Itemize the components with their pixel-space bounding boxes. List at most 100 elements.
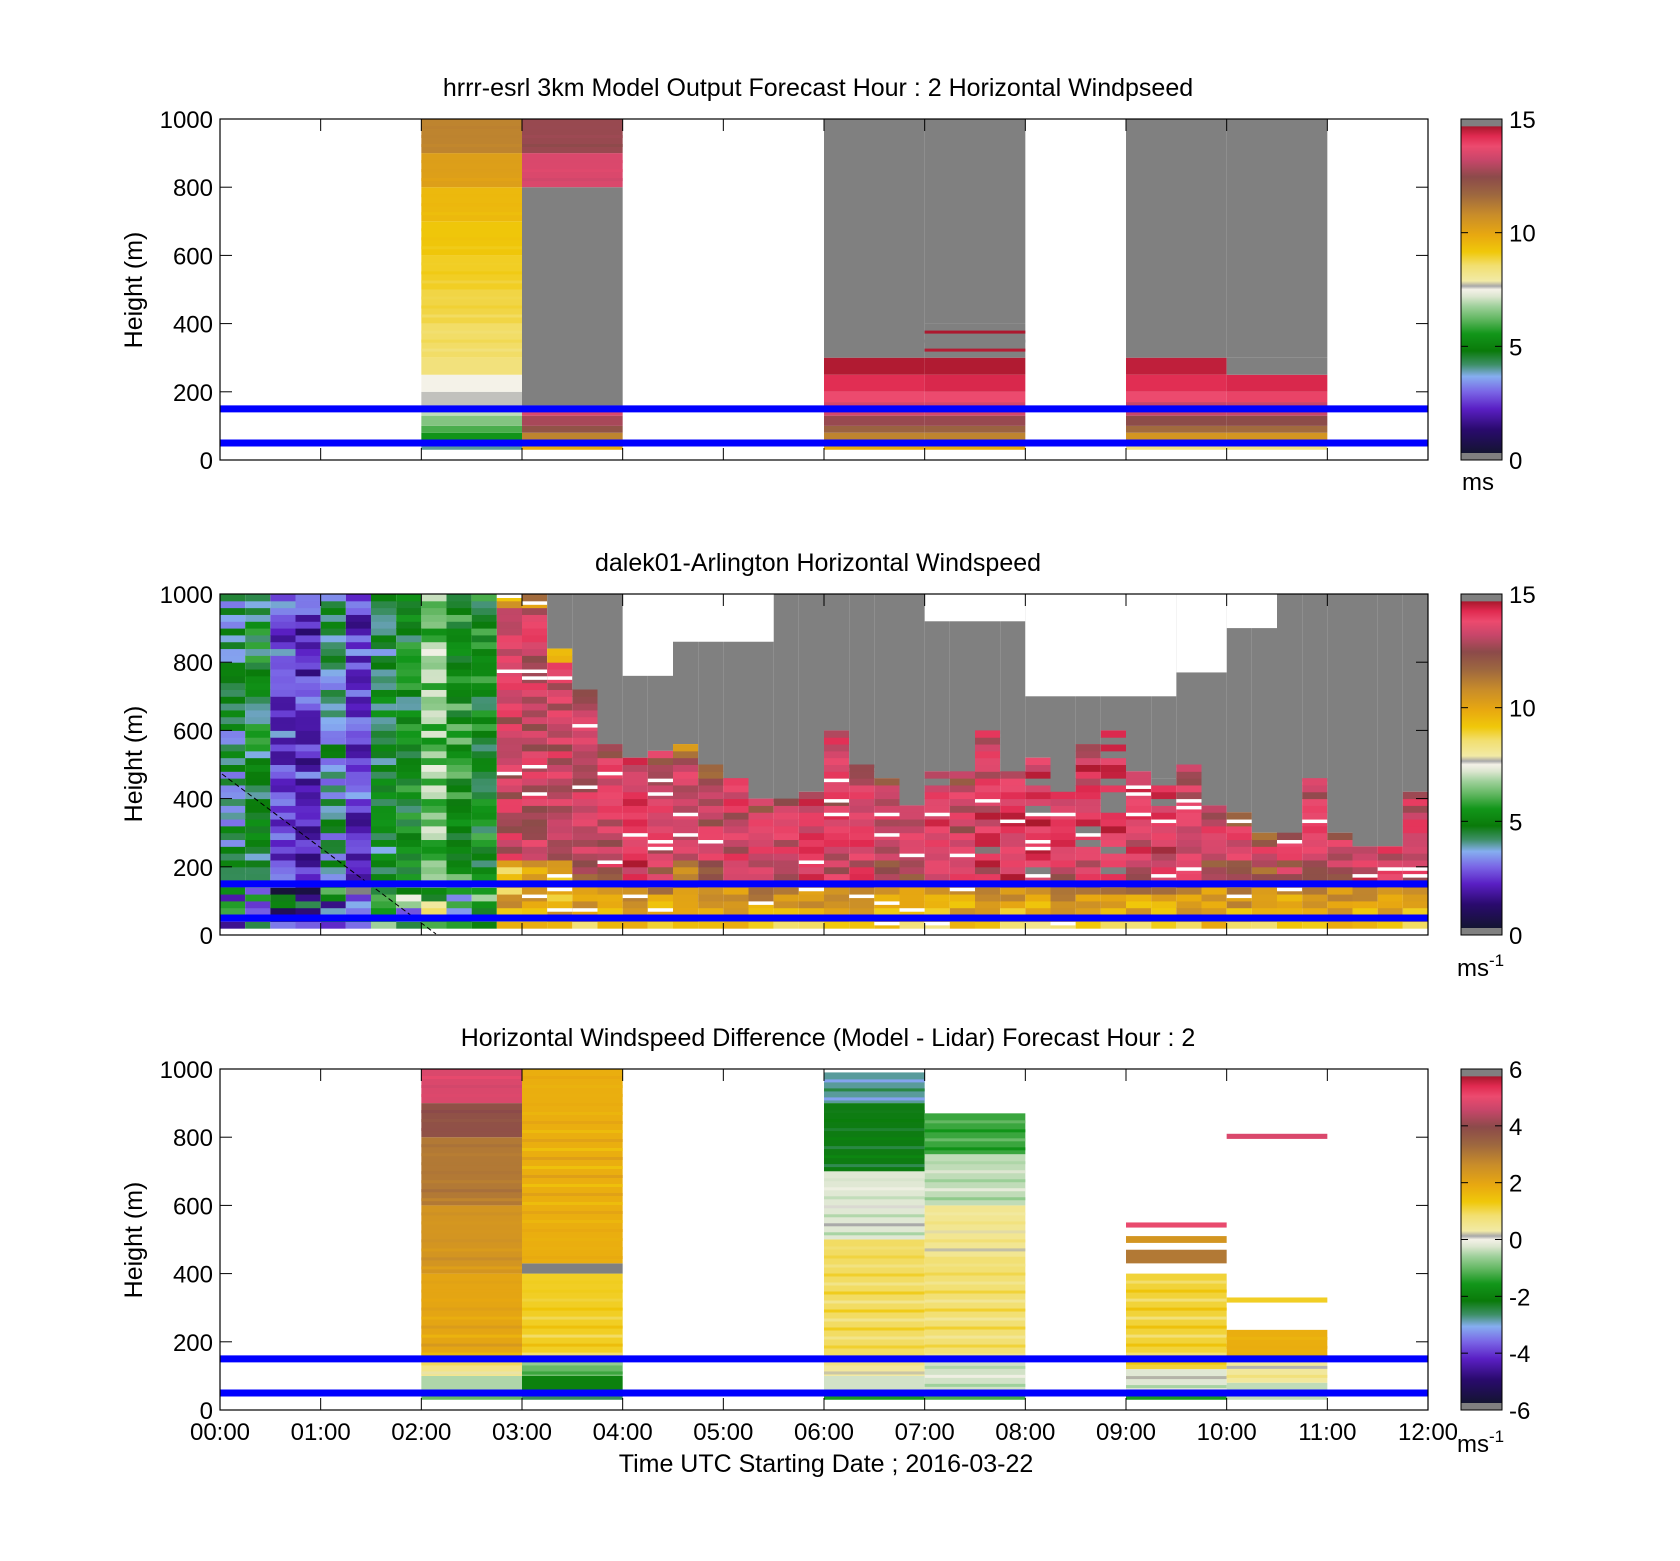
heatmap-cell [773, 894, 799, 902]
heatmap-cell [245, 866, 271, 875]
heatmap-cell [622, 778, 648, 786]
gap-cell [924, 921, 950, 926]
heatmap-cell [496, 634, 522, 643]
chart-title: Horizontal Windspeed Difference (Model -… [461, 1024, 1196, 1052]
heatmap-cell [975, 887, 1001, 895]
heatmap-cell [471, 839, 497, 847]
heatmap-cell [773, 805, 799, 813]
heatmap-band [522, 160, 623, 164]
heatmap-cell [496, 812, 522, 820]
heatmap-cell [371, 669, 397, 677]
heatmap-cell [295, 757, 321, 765]
heatmap-band [824, 1214, 925, 1218]
gap-cell [1050, 921, 1076, 926]
heatmap-cell [1226, 1329, 1328, 1359]
heatmap-cell [220, 614, 246, 622]
heatmap-cell [622, 819, 648, 827]
heatmap-cell [1075, 771, 1101, 779]
heatmap-cell [622, 812, 648, 820]
y-tick-label: 800 [173, 175, 213, 202]
heatmap-cell [1176, 764, 1202, 772]
heatmap-cell [1025, 853, 1051, 861]
gap-cell [1302, 819, 1328, 824]
heatmap-cell [798, 805, 824, 813]
heatmap-cell [1226, 119, 1328, 358]
heatmap-cell [396, 723, 422, 731]
heatmap-cell [220, 894, 246, 902]
heatmap-cell [1126, 798, 1152, 806]
heatmap-cell [396, 757, 422, 765]
heatmap-cell [270, 805, 296, 813]
heatmap-cell [396, 600, 422, 609]
heatmap-band [421, 178, 522, 182]
heatmap-band [522, 1085, 623, 1088]
heatmap-cell [1000, 859, 1026, 868]
heatmap-cell [899, 832, 925, 841]
heatmap-cell [647, 832, 673, 841]
gap-cell [522, 791, 548, 796]
heatmap-cell [471, 900, 497, 909]
heatmap-cell [496, 709, 522, 718]
heatmap-cell [1327, 907, 1353, 916]
heatmap-cell [1025, 900, 1051, 909]
heatmap-cell [748, 859, 774, 868]
heatmap-cell [647, 784, 673, 793]
heatmap-band [421, 126, 522, 129]
heatmap-cell [522, 784, 548, 793]
heatmap-cell [270, 689, 296, 697]
heatmap-cell [1352, 853, 1378, 861]
heatmap-cell [471, 744, 497, 752]
heatmap-cell [824, 425, 925, 433]
heatmap-cell [371, 907, 397, 916]
heatmap-cell [295, 825, 321, 834]
heatmap-cell [446, 750, 472, 759]
heatmap-band [1126, 1325, 1227, 1329]
heatmap-cell [522, 771, 548, 779]
heatmap-band [421, 1248, 522, 1252]
heatmap-cell [849, 798, 875, 806]
heatmap-cell [1126, 819, 1152, 827]
heatmap-cell [572, 730, 598, 738]
colorbar-tick-label: 10 [1509, 696, 1536, 723]
heatmap-cell [597, 900, 623, 909]
heatmap-cell [924, 894, 950, 902]
heatmap-cell [522, 415, 623, 426]
heatmap-cell [647, 771, 673, 779]
heatmap-cell [622, 873, 648, 881]
heatmap-cell [1025, 757, 1051, 765]
heatmap-cell [345, 723, 371, 731]
heatmap-cell [1000, 805, 1026, 813]
heatmap-cell [270, 628, 296, 636]
heatmap-cell [1201, 921, 1227, 929]
heatmap-cell [1302, 798, 1328, 806]
heatmap-cell [547, 846, 573, 854]
heatmap-cell [220, 921, 246, 929]
heatmap-cell [824, 894, 850, 902]
heatmap-cell [824, 771, 850, 779]
heatmap-cell [220, 716, 246, 725]
colorbar-tick-label: 15 [1509, 582, 1536, 609]
heatmap-cell [1050, 805, 1076, 813]
heatmap-cell [421, 628, 447, 636]
heatmap-cell [1302, 812, 1328, 820]
heatmap-cell [1302, 887, 1328, 895]
heatmap-cell [496, 853, 522, 861]
heatmap-cell [1402, 921, 1428, 929]
heatmap-cells [421, 1069, 1328, 1400]
heatmap-cell [446, 716, 472, 725]
heatmap-cell [1050, 859, 1076, 868]
heatmap-cell [496, 600, 522, 609]
heatmap-band [522, 1202, 623, 1205]
heatmap-cell [345, 750, 371, 759]
heatmap-cell [522, 737, 548, 745]
heatmap-cell [1025, 784, 1051, 793]
heatmap-cell [270, 778, 296, 786]
heatmap-cell [345, 839, 371, 847]
heatmap-cell [597, 798, 623, 806]
heatmap-cell [421, 682, 447, 690]
heatmap-cell [1075, 778, 1101, 786]
heatmap-cell [496, 750, 522, 759]
heatmap-cell [220, 662, 246, 670]
heatmap-cell [647, 866, 673, 875]
heatmap-cell [1327, 873, 1353, 881]
